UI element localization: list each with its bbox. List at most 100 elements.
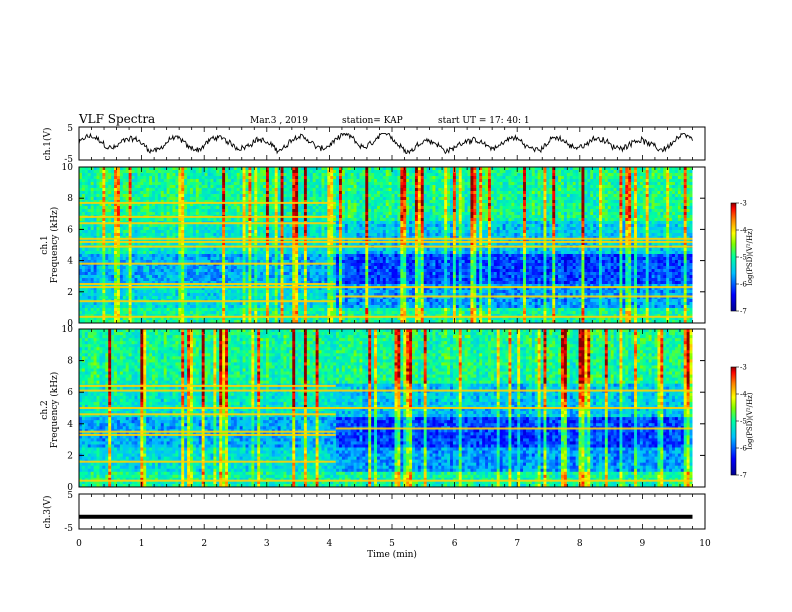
ch1-spectrogram-cell (514, 233, 518, 237)
ch1-spectrogram-cell (616, 191, 620, 195)
ch1-spectrogram-cell (426, 200, 430, 204)
ch1-spectrogram-cell (187, 194, 191, 198)
ch1-spectrogram-cell (490, 176, 495, 180)
ch1-spectrogram-cell (344, 227, 349, 231)
ch1-spectrogram-cell (195, 236, 200, 240)
ch1-spectrogram-cell (669, 176, 673, 180)
ch1-spectrogram-cell (143, 185, 147, 189)
ch1-spectrogram-cell (596, 194, 600, 198)
ch1-spectrogram-cell (450, 197, 454, 201)
ch1-spectrogram-cell (116, 197, 121, 201)
ch1-spectrogram-cell (455, 197, 460, 201)
ch1-spectrogram-cell (689, 197, 693, 201)
ch1-spectrogram-cell (429, 230, 433, 234)
ch1-spectrogram-cell (149, 233, 153, 237)
ch1-spectrogram-cell (295, 185, 299, 189)
ch1-spectrogram-cell (292, 233, 296, 237)
ch1-spectrogram-cell (663, 170, 667, 174)
ch1-spectrogram-cell (225, 173, 229, 177)
ch1-spectrogram-cell (371, 218, 375, 222)
ch1-spectrogram-cell (590, 230, 594, 234)
ch1-spectrogram-cell (677, 194, 682, 198)
ch1-spectrogram-cell (108, 233, 112, 237)
ch1-spectrogram-cell (549, 227, 553, 231)
ch1-spectrogram-cell (99, 188, 103, 192)
ch1-spectrogram-cell (645, 227, 650, 231)
ch1-spectrogram-cell (333, 173, 337, 177)
ch1-spectrogram-cell (628, 194, 632, 198)
ch1-spectrogram-cell (242, 173, 246, 177)
ch1-spectrogram-cell (198, 227, 203, 231)
ch1-spectrogram-cell (140, 230, 144, 234)
ch1-spectrogram-cell (450, 215, 454, 219)
ch1-spectrogram-cell (467, 200, 471, 204)
ch1-ytick-bottom: -5 (64, 155, 73, 165)
ch1-spectrogram-cell (227, 212, 232, 216)
ch1-spectrogram-cell (327, 200, 331, 204)
ch1-spectrogram-cell (347, 176, 352, 180)
ch1-spectrogram-cell (563, 212, 568, 216)
ch1-spectrogram-cell (429, 176, 433, 180)
ch1-spectrogram-cell (651, 185, 655, 189)
ch1-spectrogram-cell (394, 209, 398, 213)
ch1-spectrogram-cell (131, 191, 135, 195)
station-label: station= KAP (342, 116, 403, 126)
ch1-spectrogram-cell (84, 197, 89, 201)
ch1-spectrogram-cell (412, 212, 416, 216)
ch1-spectrogram-cell (131, 227, 135, 231)
ch1-spectrogram-cell (420, 182, 425, 186)
ch1-spectrogram-cell (131, 206, 135, 210)
ch1-spectrogram-cell (514, 224, 518, 228)
ch1-spectrogram-cell (502, 221, 506, 225)
ch1-spectrogram-cell (309, 227, 314, 231)
ch1-spectrogram-cell (225, 203, 229, 207)
ch1-spectrogram-cell (385, 215, 390, 219)
ch1-spectrogram-cell (195, 185, 200, 189)
ch1-spectrogram-cell (93, 197, 97, 201)
ch1-spectrogram-cell (192, 203, 197, 207)
ch1-spectrogram-cell (225, 200, 229, 204)
ch1-spectrogram-cell (339, 194, 343, 198)
ch1-spectrogram-cell (674, 215, 679, 219)
ch1-spectrogram-cell (476, 167, 480, 171)
ch1-spectrogram-cell (336, 173, 340, 177)
ch1-spectrogram-cell (403, 215, 407, 219)
ch1-spectrogram-cell (578, 179, 582, 183)
ch1-spectrogram-cell (508, 194, 512, 198)
ch1-spectrogram-cell (610, 218, 614, 222)
ch1-spectrogram-cell (318, 179, 322, 183)
ch1-spectrogram-cell (596, 221, 600, 225)
ch1-spectrogram-cell (558, 188, 562, 192)
ch1-spectrogram-cell (666, 170, 670, 174)
ch1-spectrogram-cell (505, 203, 509, 207)
ch1-spectrogram-cell (371, 203, 375, 207)
ch1-spectrogram-cell (490, 185, 495, 189)
ch1-spectrogram-cell (525, 200, 530, 204)
ch1-spectrogram-cell (260, 206, 264, 210)
ch1-spectrogram-cell (277, 182, 281, 186)
ch1-spectrogram-cell (260, 200, 264, 204)
ch1-spectrogram-cell (341, 185, 346, 189)
ch1-spectrogram-cell (663, 233, 667, 237)
ch1-spectrogram-cell (382, 227, 387, 231)
ch1-spectrogram-cell (423, 197, 428, 201)
ch1-spectrogram-cell (429, 191, 433, 195)
ch1-spectrogram-cell (581, 170, 585, 174)
ch1-spectrogram-cell (496, 218, 501, 222)
ch1-spectrogram-cell (374, 176, 378, 180)
ch1-spectrogram-cell (458, 182, 463, 186)
ch1-spectrogram-cell (587, 197, 591, 201)
ch1-spectrogram-cell (242, 194, 246, 198)
ch1-spectrogram-cell (523, 206, 527, 210)
ch1-spectrogram-cell (531, 224, 536, 228)
ch1-spectrogram-cell (251, 182, 255, 186)
ch1-spectrogram-cell (590, 215, 594, 219)
ch1-spectrogram-cell (233, 167, 238, 171)
ch1-spectrogram-cell (593, 227, 597, 231)
ch1-spectrogram-cell (674, 167, 679, 171)
ch1-spectrogram-cell (631, 188, 635, 192)
ch1-spectrogram-cell (417, 188, 422, 192)
ch1-spectrogram-cell (353, 224, 357, 228)
ch1-spectrogram-cell (578, 215, 582, 219)
ch1-spectrogram-cell (689, 173, 693, 177)
